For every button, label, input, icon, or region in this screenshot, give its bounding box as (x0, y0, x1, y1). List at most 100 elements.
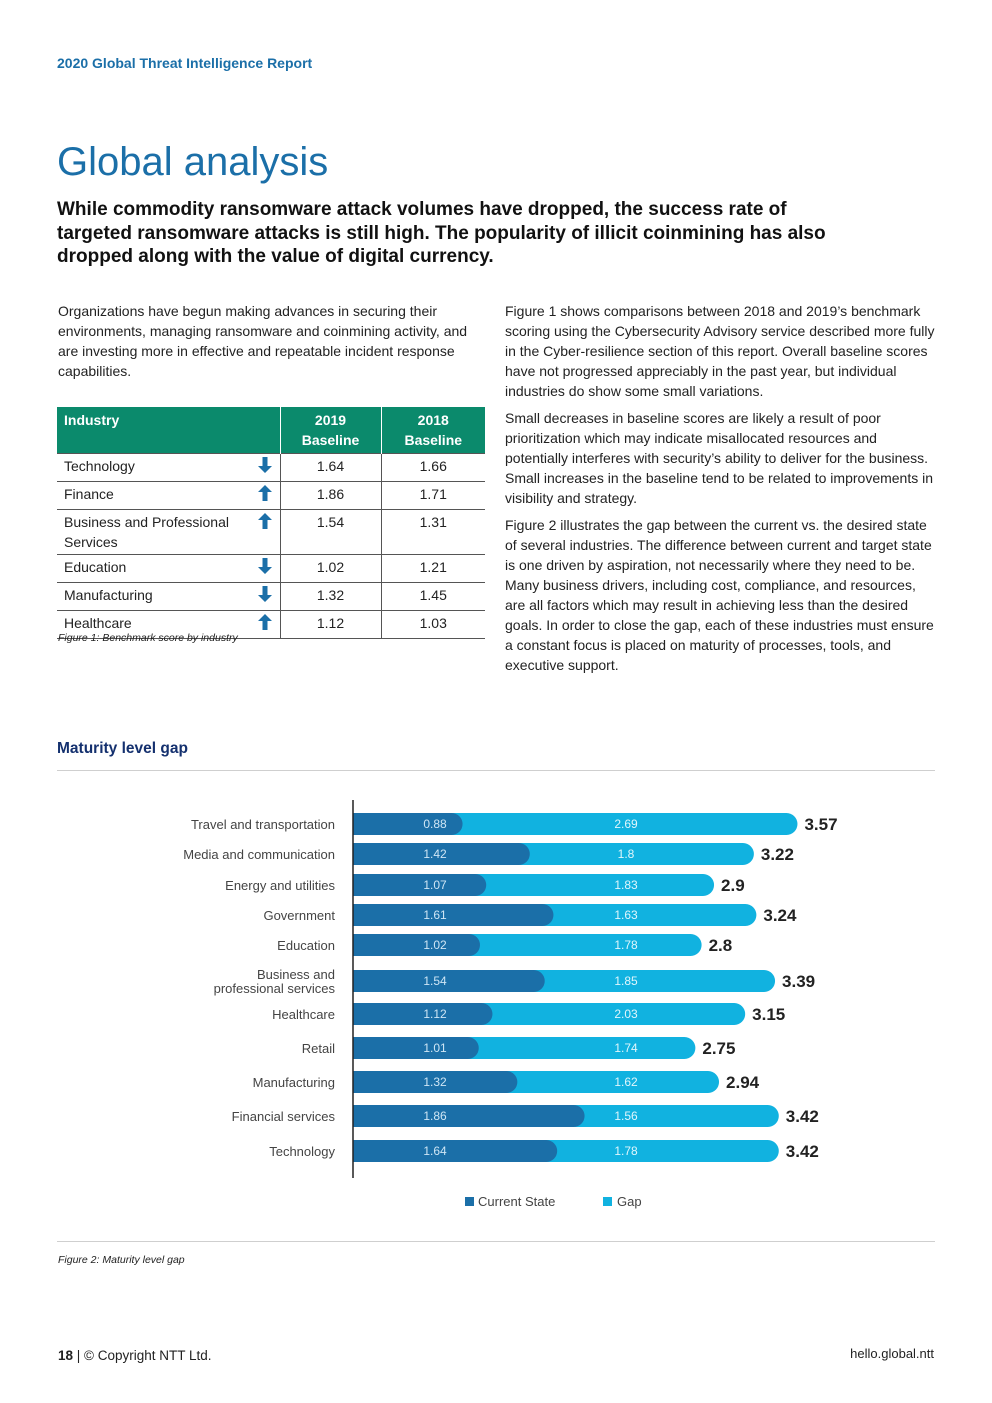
current-state-bar (353, 1003, 493, 1025)
total-value-label: 3.15 (752, 1005, 785, 1024)
current-state-bar (353, 843, 530, 865)
gap-value-label: 2.03 (614, 1007, 638, 1021)
current-state-value-label: 1.42 (423, 847, 447, 861)
current-state-value-label: 1.01 (423, 1041, 447, 1055)
gap-value-label: 1.83 (614, 878, 638, 892)
current-state-bar (353, 970, 545, 992)
legend-swatch-gap (603, 1197, 612, 1206)
arrow-down-icon (250, 453, 280, 482)
baseline-2019-cell: 1.02 (279, 554, 381, 583)
arrow-down-icon (250, 582, 280, 611)
category-label: Financial services (232, 1109, 336, 1124)
category-label-line: Retail (302, 1041, 335, 1056)
category-label-line: Manufacturing (253, 1075, 335, 1090)
gap-value-label: 1.74 (614, 1041, 638, 1055)
current-state-bar-left (353, 1003, 364, 1025)
current-state-bar (353, 1105, 585, 1127)
category-label: Government (263, 908, 335, 923)
arrow-up-icon (250, 509, 280, 555)
current-state-value-label: 0.88 (423, 817, 447, 831)
legend-label-current-state: Current State (478, 1194, 555, 1209)
total-value-label: 2.9 (721, 876, 745, 895)
category-label-line: Energy and utilities (225, 878, 335, 893)
current-state-bar-left (353, 1105, 364, 1127)
current-state-value-label: 1.54 (423, 974, 447, 988)
header-2019-label: Baseline (301, 432, 360, 448)
current-state-value-label: 1.64 (423, 1144, 447, 1158)
category-label-line: Financial services (232, 1109, 336, 1124)
total-value-label: 3.42 (786, 1142, 819, 1161)
baseline-2018-cell: 1.03 (380, 610, 485, 639)
table-row: Technology 1.64 1.66 (57, 453, 485, 482)
industry-cell: Education (57, 554, 250, 583)
gap-value-label: 1.8 (618, 847, 635, 861)
copyright-text: | © Copyright NTT Ltd. (73, 1348, 212, 1363)
baseline-2018-cell: 1.21 (380, 554, 485, 583)
category-label: Technology (269, 1144, 335, 1159)
current-state-bar (353, 1037, 479, 1059)
legend-swatch-current-state (465, 1197, 474, 1206)
category-label: Travel and transportation (191, 817, 335, 832)
baseline-2018-cell: 1.66 (380, 453, 485, 482)
gap-value-label: 1.78 (614, 938, 638, 952)
industry-cell: Business and Professional Services (57, 509, 250, 555)
baseline-2018-cell: 1.71 (380, 481, 485, 510)
baseline-2019-cell: 1.64 (279, 453, 381, 482)
baseline-2019-cell: 1.32 (279, 582, 381, 611)
current-state-bar-left (353, 874, 364, 896)
category-label: Business and professional services (214, 967, 336, 996)
table-row: Education 1.02 1.21 (57, 554, 485, 583)
right-paragraph-1: Figure 1 shows comparisons between 2018 … (505, 303, 935, 399)
industry-cell: Healthcare (57, 610, 250, 639)
table-row: Manufacturing 1.32 1.45 (57, 582, 485, 611)
right-column: Figure 1 shows comparisons between 2018 … (505, 301, 935, 682)
category-label: Energy and utilities (225, 878, 335, 893)
header-industry: Industry (57, 407, 280, 454)
category-label-line: Government (263, 908, 335, 923)
baseline-2018-cell: 1.45 (380, 582, 485, 611)
footer-copyright: 18 | © Copyright NTT Ltd. (58, 1348, 212, 1363)
current-state-bar (353, 1140, 558, 1162)
current-state-value-label: 1.07 (423, 878, 447, 892)
total-value-label: 2.8 (709, 936, 733, 955)
gap-value-label: 1.78 (614, 1144, 638, 1158)
current-state-bar-left (353, 1037, 364, 1059)
category-label: Retail (302, 1041, 335, 1056)
current-state-value-label: 1.02 (423, 938, 447, 952)
header-2018-label: Baseline (404, 432, 463, 448)
page-number: 18 (58, 1348, 74, 1363)
baseline-2019-cell: 1.86 (279, 481, 381, 510)
category-label-line: Media and communication (183, 847, 335, 862)
industry-cell: Manufacturing (57, 582, 250, 611)
baseline-2019-cell: 1.12 (279, 610, 381, 639)
header-2019: 2019 Baseline (279, 407, 381, 454)
industry-cell: Finance (57, 481, 250, 510)
figure-2-caption: Figure 2: Maturity level gap (58, 1254, 185, 1266)
arrow-down-icon (250, 554, 280, 583)
current-state-bar-left (353, 970, 364, 992)
left-column: Organizations have begun making advances… (58, 301, 478, 381)
category-label-line: Travel and transportation (191, 817, 335, 832)
benchmark-table: Industry 2019 Baseline 2018 Baseline Tec… (57, 407, 485, 639)
category-label-line: Healthcare (272, 1007, 335, 1022)
current-state-bar-left (353, 934, 364, 956)
current-state-bar-left (353, 1071, 364, 1093)
current-state-bar (353, 813, 463, 835)
header-2018-year: 2018 (417, 412, 449, 428)
table-header-row: Industry 2019 Baseline 2018 Baseline (57, 407, 485, 454)
chart-section-title: Maturity level gap (57, 740, 188, 757)
total-value-label: 2.75 (702, 1039, 735, 1058)
divider (57, 770, 935, 771)
total-value-label: 3.22 (761, 845, 794, 864)
current-state-bar (353, 934, 480, 956)
header-2018: 2018 Baseline (380, 407, 485, 454)
table-row: Healthcare 1.12 1.03 (57, 610, 485, 639)
total-value-label: 3.39 (782, 972, 815, 991)
current-state-bar (353, 874, 487, 896)
category-label-line: professional services (214, 981, 336, 996)
header-2019-year: 2019 (314, 412, 347, 428)
current-state-bar-left (353, 904, 364, 926)
page-title: Global analysis (57, 140, 329, 184)
footer-url[interactable]: hello.global.ntt (850, 1346, 934, 1361)
left-paragraph: Organizations have begun making advances… (58, 303, 468, 379)
